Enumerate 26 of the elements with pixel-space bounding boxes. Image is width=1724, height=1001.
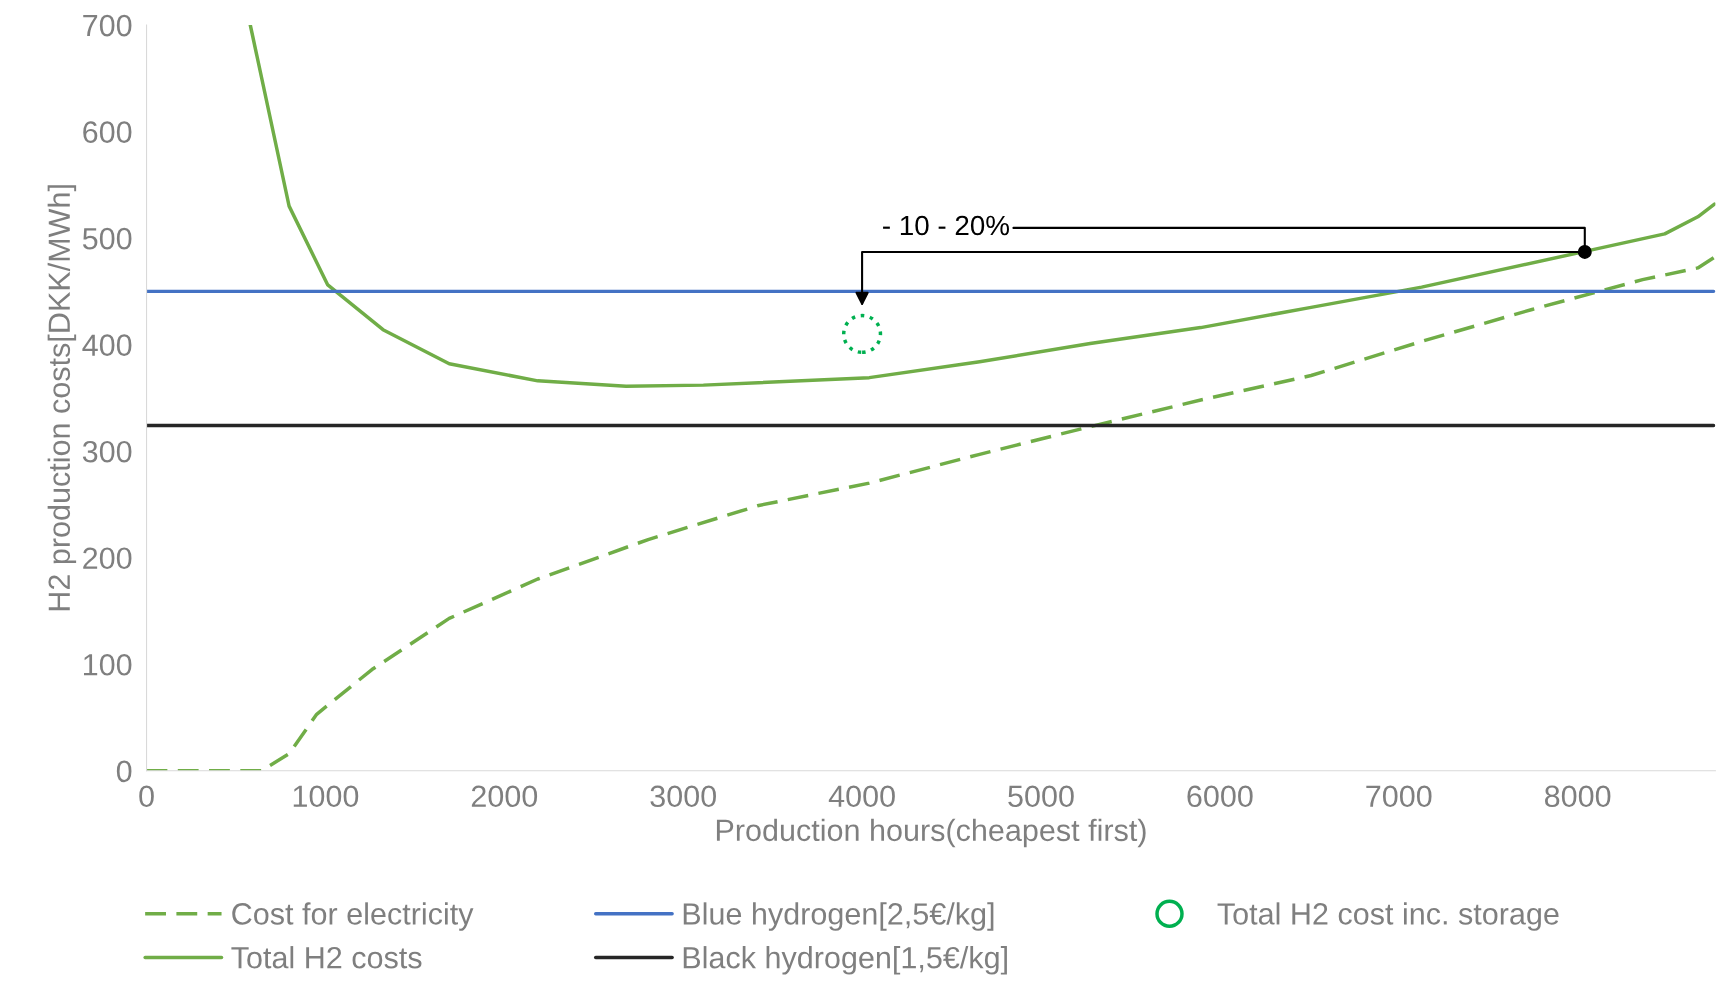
x-tick-label: 2000 [471, 785, 538, 808]
x-tick-label: 1000 [293, 785, 359, 808]
y-axis-title: H2 production costs[DKK/MWh] [47, 185, 77, 611]
y-tick-label: 400 [82, 334, 132, 356]
annotation: - 10 - 20% [883, 215, 1009, 236]
y-tick-label: 700 [83, 14, 132, 37]
x-tick-label: 5000 [1008, 785, 1074, 808]
x-tick-label: 0 [139, 785, 154, 808]
x-tick-label: 8000 [1544, 785, 1611, 808]
y-tick-label: 0 [116, 760, 132, 783]
legend-label: Cost for electricity [232, 902, 474, 931]
x-axis-title: Production hours(cheapest first) [716, 818, 1146, 848]
y-tick-label: 100 [84, 653, 132, 676]
legend-label: Total H2 costs [231, 946, 422, 969]
x-tick-label: 7000 [1366, 785, 1432, 808]
y-tick-label: 500 [82, 227, 132, 250]
line-series [248, 25, 1716, 388]
legend-label: Total H2 cost inc. storage [1217, 902, 1559, 931]
x-tick-label: 3000 [650, 785, 716, 808]
x-tick-label: 6000 [1187, 785, 1253, 808]
legend-label: Black hydrogen[1,5€/kg] [683, 946, 1007, 975]
x-tick-label: 4000 [828, 785, 895, 808]
y-tick-label: 600 [83, 121, 132, 143]
y-tick-label: 200 [83, 547, 132, 570]
y-tick-label: 300 [82, 440, 132, 463]
legend-label: Blue hydrogen[2,5€/kg] [683, 902, 994, 931]
